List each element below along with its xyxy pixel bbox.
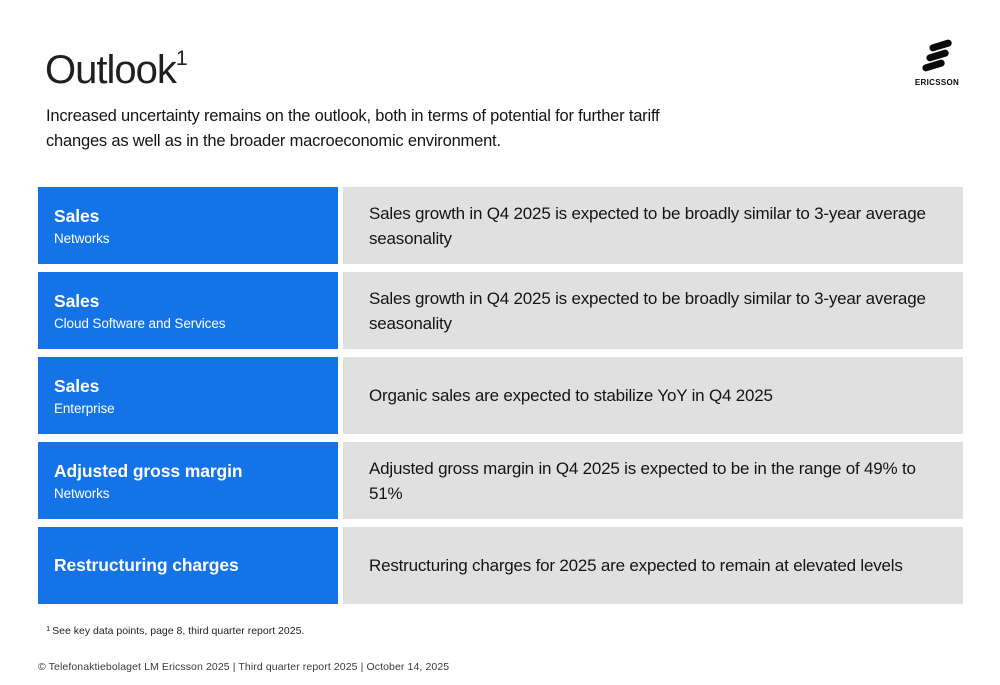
row-description-text: Adjusted gross margin in Q4 2025 is expe… bbox=[369, 458, 916, 503]
row-description: Adjusted gross margin in Q4 2025 is expe… bbox=[343, 442, 963, 519]
row-description: Restructuring charges for 2025 are expec… bbox=[343, 527, 963, 604]
row-description: Sales growth in Q4 2025 is expected to b… bbox=[343, 187, 963, 264]
page-title: Outlook1 bbox=[45, 47, 188, 92]
table-row: Sales Networks Sales growth in Q4 2025 i… bbox=[38, 187, 963, 264]
row-subtitle: Networks bbox=[54, 230, 110, 246]
logo-bar bbox=[921, 58, 946, 72]
copyright-footer: © Telefonaktiebolaget LM Ericsson 2025 |… bbox=[38, 661, 450, 673]
subtitle-line-2: changes as well as in the broader macroe… bbox=[46, 132, 501, 150]
outlook-table: Sales Networks Sales growth in Q4 2025 i… bbox=[38, 187, 963, 612]
subtitle-line-1: Increased uncertainty remains on the out… bbox=[46, 107, 660, 125]
row-description: Sales growth in Q4 2025 is expected to b… bbox=[343, 272, 963, 349]
footnote-marker: 1 bbox=[46, 624, 51, 633]
page-title-text: Outlook bbox=[45, 48, 177, 92]
row-description: Organic sales are expected to stabilize … bbox=[343, 357, 963, 434]
row-label-sales-networks: Sales Networks bbox=[38, 187, 338, 264]
ericsson-logo: ERICSSON bbox=[904, 38, 970, 87]
row-subtitle: Enterprise bbox=[54, 400, 115, 416]
page-subtitle: Increased uncertainty remains on the out… bbox=[46, 104, 660, 154]
row-description-text: Sales growth in Q4 2025 is expected to b… bbox=[369, 288, 926, 333]
footnote: 1 See key data points, page 8, third quar… bbox=[46, 624, 304, 637]
row-title: Restructuring charges bbox=[54, 555, 239, 575]
ericsson-wordmark: ERICSSON bbox=[914, 77, 960, 87]
row-description-text: Restructuring charges for 2025 are expec… bbox=[369, 556, 903, 575]
table-row: Restructuring charges Restructuring char… bbox=[38, 527, 963, 604]
row-title: Sales bbox=[54, 205, 100, 226]
row-description-text: Sales growth in Q4 2025 is expected to b… bbox=[369, 203, 926, 248]
row-subtitle: Cloud Software and Services bbox=[54, 315, 226, 331]
row-label-sales-cloud-software-and-services: Sales Cloud Software and Services bbox=[38, 272, 338, 349]
table-row: Adjusted gross margin Networks Adjusted … bbox=[38, 442, 963, 519]
row-label-adjusted-gross-margin: Adjusted gross margin Networks bbox=[38, 442, 338, 519]
row-label-restructuring-charges: Restructuring charges bbox=[38, 527, 338, 604]
row-label-sales-enterprise: Sales Enterprise bbox=[38, 357, 338, 434]
title-footnote-marker: 1 bbox=[175, 47, 188, 70]
row-title: Adjusted gross margin bbox=[54, 460, 243, 481]
row-title: Sales bbox=[54, 290, 100, 311]
table-row: Sales Enterprise Organic sales are expec… bbox=[38, 357, 963, 434]
row-subtitle: Networks bbox=[54, 485, 110, 501]
ericsson-logo-icon bbox=[921, 38, 953, 72]
row-description-text: Organic sales are expected to stabilize … bbox=[369, 386, 773, 405]
table-row: Sales Cloud Software and Services Sales … bbox=[38, 272, 963, 349]
footnote-text: See key data points, page 8, third quart… bbox=[52, 625, 305, 637]
row-title: Sales bbox=[54, 375, 100, 396]
